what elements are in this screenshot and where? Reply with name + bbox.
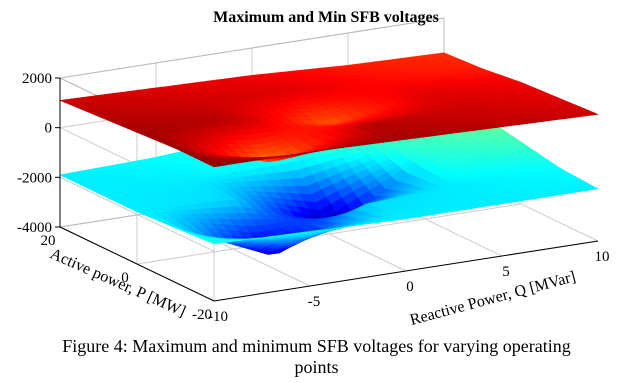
- min-surface-patch: [581, 186, 599, 191]
- max-surface: [58, 52, 600, 168]
- y-tick-label: 20: [41, 233, 56, 249]
- x-tick-label: 5: [502, 264, 510, 280]
- z-tick-label: 0: [45, 121, 53, 137]
- base-axis-lines: [59, 226, 599, 302]
- figure-caption: Figure 4: Maximum and minimum SFB voltag…: [0, 336, 633, 378]
- z-tick-label: 2000: [22, 71, 52, 87]
- box-edge: [59, 17, 445, 79]
- x-tick-label: 10: [595, 249, 610, 265]
- axes-layer: [59, 78, 599, 302]
- y-tick-label: -20: [192, 307, 212, 323]
- z-tick-label: -2000: [17, 170, 52, 186]
- caption-line-1: Figure 4: Maximum and minimum SFB voltag…: [62, 336, 571, 356]
- x-tick-label: -10: [208, 309, 228, 325]
- max-surface-patch: [581, 112, 600, 117]
- x-tick-label: -5: [308, 294, 321, 310]
- chart-title: Maximum and Min SFB voltages: [213, 9, 439, 26]
- y-axis-label: Active power, P [MW]: [48, 245, 189, 320]
- ticks-layer: 2000 0 -2000 -4000 -20 0 20 -10 -5 0 5 10: [17, 71, 610, 325]
- y-tick-label: 0: [121, 270, 129, 286]
- x-tick-label: 0: [406, 279, 414, 295]
- x-axis-label: Reactive Power, Q [MVar]: [408, 268, 577, 329]
- caption-line-2: points: [294, 357, 339, 377]
- z-tick-label: -4000: [17, 220, 52, 236]
